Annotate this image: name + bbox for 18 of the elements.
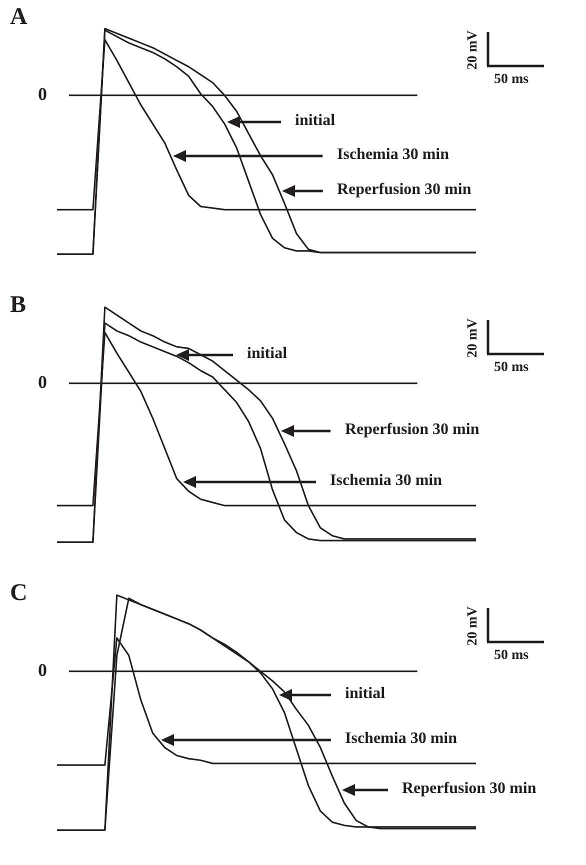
legend-label: Reperfusion 30 min: [345, 420, 480, 439]
legend-label: Reperfusion 30 min: [402, 780, 536, 798]
chart-title: A: [10, 4, 28, 31]
text: Ischemia 30 min: [337, 146, 449, 164]
ref-line-label: 0: [38, 372, 47, 392]
annotation: 20 mV: [466, 606, 482, 646]
legend-label: initial: [247, 344, 288, 363]
series-label: Ischemia 30 min: [345, 730, 457, 748]
annotation: 20 mV: [466, 318, 482, 358]
legend-label: initial: [295, 112, 336, 130]
legend-label: initial: [345, 685, 386, 704]
annotation: 20 mV: [466, 30, 482, 70]
ref-line-label: 0: [38, 660, 47, 680]
ref-line-label: 0: [38, 84, 47, 104]
chart-title: B: [10, 292, 26, 319]
series-label: Ischemia 30 min: [330, 472, 442, 490]
legend-label: Reperfusion 30 min: [337, 180, 472, 199]
chart-title: C: [10, 580, 28, 607]
